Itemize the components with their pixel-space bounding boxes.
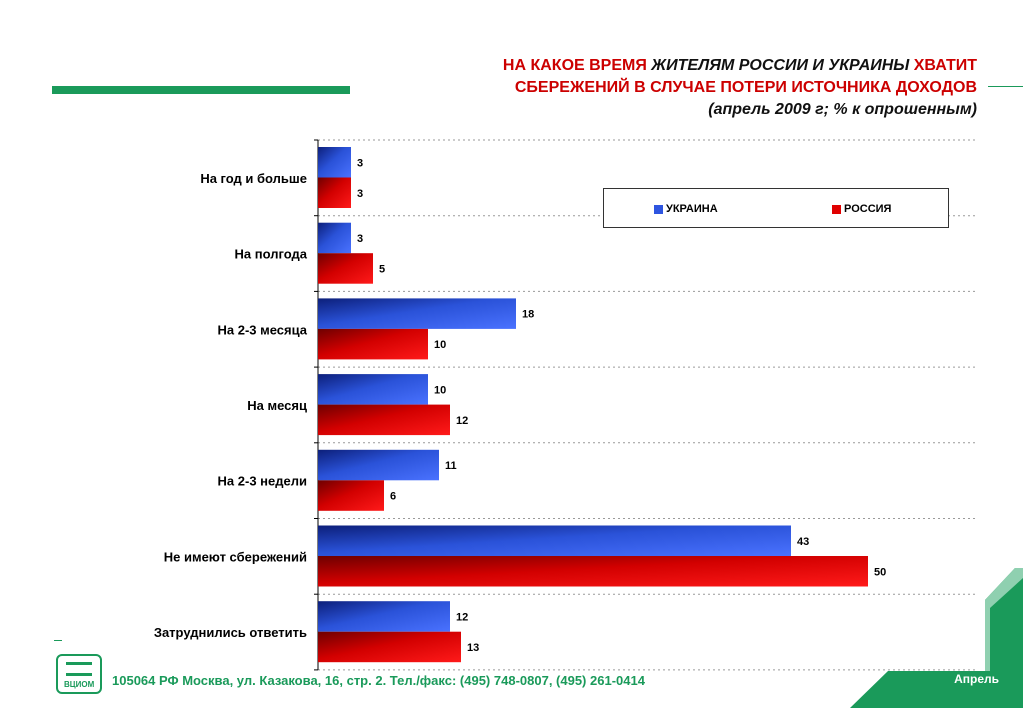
data-label-russia: 12 xyxy=(456,415,468,427)
legend-label-russia: РОССИЯ xyxy=(844,203,892,215)
footer-address: 105064 РФ Москва, ул. Казакова, 16, стр.… xyxy=(112,673,645,688)
bar-ukraine xyxy=(318,374,428,405)
data-label-ukraine: 43 xyxy=(797,536,809,548)
logo-text: ВЦИОМ xyxy=(64,680,95,689)
bar-ukraine xyxy=(318,147,351,178)
chart-title: НА КАКОЕ ВРЕМЯ ЖИТЕЛЯМ РОССИИ И УКРАИНЫ … xyxy=(503,55,977,121)
legend-label-ukraine: УКРАИНА xyxy=(666,203,718,215)
header-accent-line xyxy=(988,86,1023,87)
bar-russia xyxy=(318,177,351,208)
data-label-russia: 6 xyxy=(390,491,396,503)
bar-russia xyxy=(318,631,461,663)
category-label: На полгода xyxy=(235,247,308,262)
vciom-logo: ВЦИОМ xyxy=(56,654,102,694)
data-label-russia: 3 xyxy=(357,188,363,200)
bar-russia xyxy=(318,404,450,436)
category-label: На 2-3 месяца xyxy=(217,322,307,337)
category-label: Не имеют сбережений xyxy=(164,549,307,564)
data-label-russia: 5 xyxy=(379,263,385,275)
category-label: На 2-3 недели xyxy=(218,474,307,489)
bar-ukraine xyxy=(318,298,516,329)
data-label-russia: 13 xyxy=(467,642,479,654)
legend-item-ukraine: УКРАИНА xyxy=(654,203,718,215)
chart-legend: УКРАИНА РОССИЯ xyxy=(603,188,949,228)
data-label-russia: 10 xyxy=(434,339,446,351)
bar-russia xyxy=(318,556,868,587)
corner-decoration xyxy=(850,568,1023,708)
data-label-ukraine: 3 xyxy=(357,233,363,245)
bar-ukraine xyxy=(318,449,439,481)
bar-russia xyxy=(318,253,373,284)
legend-swatch-russia xyxy=(832,204,841,214)
data-label-russia: 50 xyxy=(874,566,886,578)
header-accent-bar xyxy=(52,86,350,94)
footer-accent-line xyxy=(54,640,62,641)
category-label: На месяц xyxy=(247,398,307,413)
legend-swatch-ukraine xyxy=(654,204,663,214)
data-label-ukraine: 11 xyxy=(445,460,457,472)
data-label-ukraine: 18 xyxy=(522,309,534,321)
bar-russia xyxy=(318,480,384,511)
chart-subtitle: (апрель 2009 г; % к опрошенным) xyxy=(708,101,977,118)
bar-ukraine xyxy=(318,525,791,556)
category-label: Затруднились ответить xyxy=(154,625,307,640)
data-label-ukraine: 10 xyxy=(434,384,446,396)
category-label: На год и больше xyxy=(200,171,307,186)
bar-russia xyxy=(318,328,428,360)
data-label-ukraine: 3 xyxy=(357,157,363,169)
title-line2: СБЕРЕЖЕНИЙ В СЛУЧАЕ ПОТЕРИ ИСТОЧНИКА ДОХ… xyxy=(514,79,977,96)
bar-ukraine xyxy=(318,222,351,254)
title-part3: ХВАТИТ xyxy=(909,57,977,74)
bar-ukraine xyxy=(318,601,450,632)
title-part2: ЖИТЕЛЯМ РОССИИ И УКРАИНЫ xyxy=(651,57,910,74)
logo-mark-icon xyxy=(66,662,92,676)
title-part1: НА КАКОЕ ВРЕМЯ xyxy=(502,57,652,74)
data-label-ukraine: 12 xyxy=(456,611,468,623)
legend-item-russia: РОССИЯ xyxy=(832,203,891,215)
footer-month: Апрель xyxy=(954,672,999,686)
